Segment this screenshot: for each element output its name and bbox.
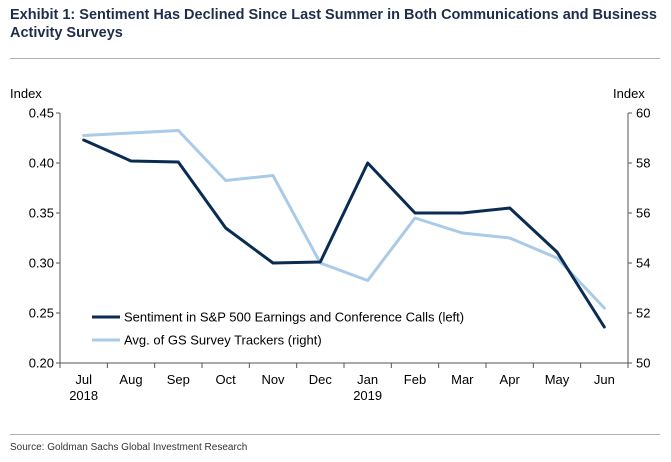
legend-label: Avg. of GS Survey Trackers (right) (124, 333, 322, 348)
title-divider (10, 58, 660, 59)
right-tick-label: 50 (636, 356, 650, 371)
chart-lines (82, 129, 606, 329)
right-tick-label: 54 (636, 256, 650, 271)
left-tick-label: 0.35 (29, 206, 54, 221)
chart-axes: Index Index 0.20 0.25 0.30 0.35 0.40 0.45 50 52 54… (10, 86, 650, 403)
x-tick-label: Mar (451, 372, 474, 387)
x-tick-label: Feb (404, 372, 426, 387)
x-tick-label: Jan (357, 372, 378, 387)
right-tick-label: 56 (636, 206, 650, 221)
x-tick-label: May (545, 372, 570, 387)
x-year-label: 2019 (353, 388, 382, 403)
x-tick-label: Oct (216, 372, 237, 387)
right-tick-label: 58 (636, 156, 650, 171)
left-tick-label: 0.45 (29, 106, 54, 121)
x-tick-label: Jul (75, 372, 92, 387)
x-tick-label: Nov (261, 372, 285, 387)
left-tick-label: 0.20 (29, 356, 54, 371)
x-tick-label: Dec (309, 372, 333, 387)
right-tick-label: 52 (636, 306, 650, 321)
source-divider (10, 434, 660, 435)
right-axis-title: Index (613, 86, 645, 101)
x-year-label: 2018 (69, 388, 98, 403)
legend-label: Sentiment in S&P 500 Earnings and Confer… (124, 310, 464, 325)
chart-legend: Sentiment in S&P 500 Earnings and Confer… (92, 310, 464, 348)
x-tick-label: Jun (594, 372, 615, 387)
left-tick-label: 0.40 (29, 156, 54, 171)
left-tick-label: 0.25 (29, 306, 54, 321)
x-tick-label: Sep (167, 372, 190, 387)
x-tick-label: Apr (500, 372, 521, 387)
chart-title: Exhibit 1: Sentiment Has Declined Since … (10, 7, 657, 41)
line-chart: Index Index 0.20 0.25 0.30 0.35 0.40 0.45 50 52 54… (10, 86, 650, 403)
left-tick-label: 0.30 (29, 256, 54, 271)
right-tick-label: 60 (636, 106, 650, 121)
survey-trackers-line (82, 129, 606, 310)
source-note: Source: Goldman Sachs Global Investment … (10, 442, 248, 453)
left-axis-title: Index (10, 86, 42, 101)
x-tick-label: Aug (119, 372, 142, 387)
sentiment-line (82, 138, 606, 329)
